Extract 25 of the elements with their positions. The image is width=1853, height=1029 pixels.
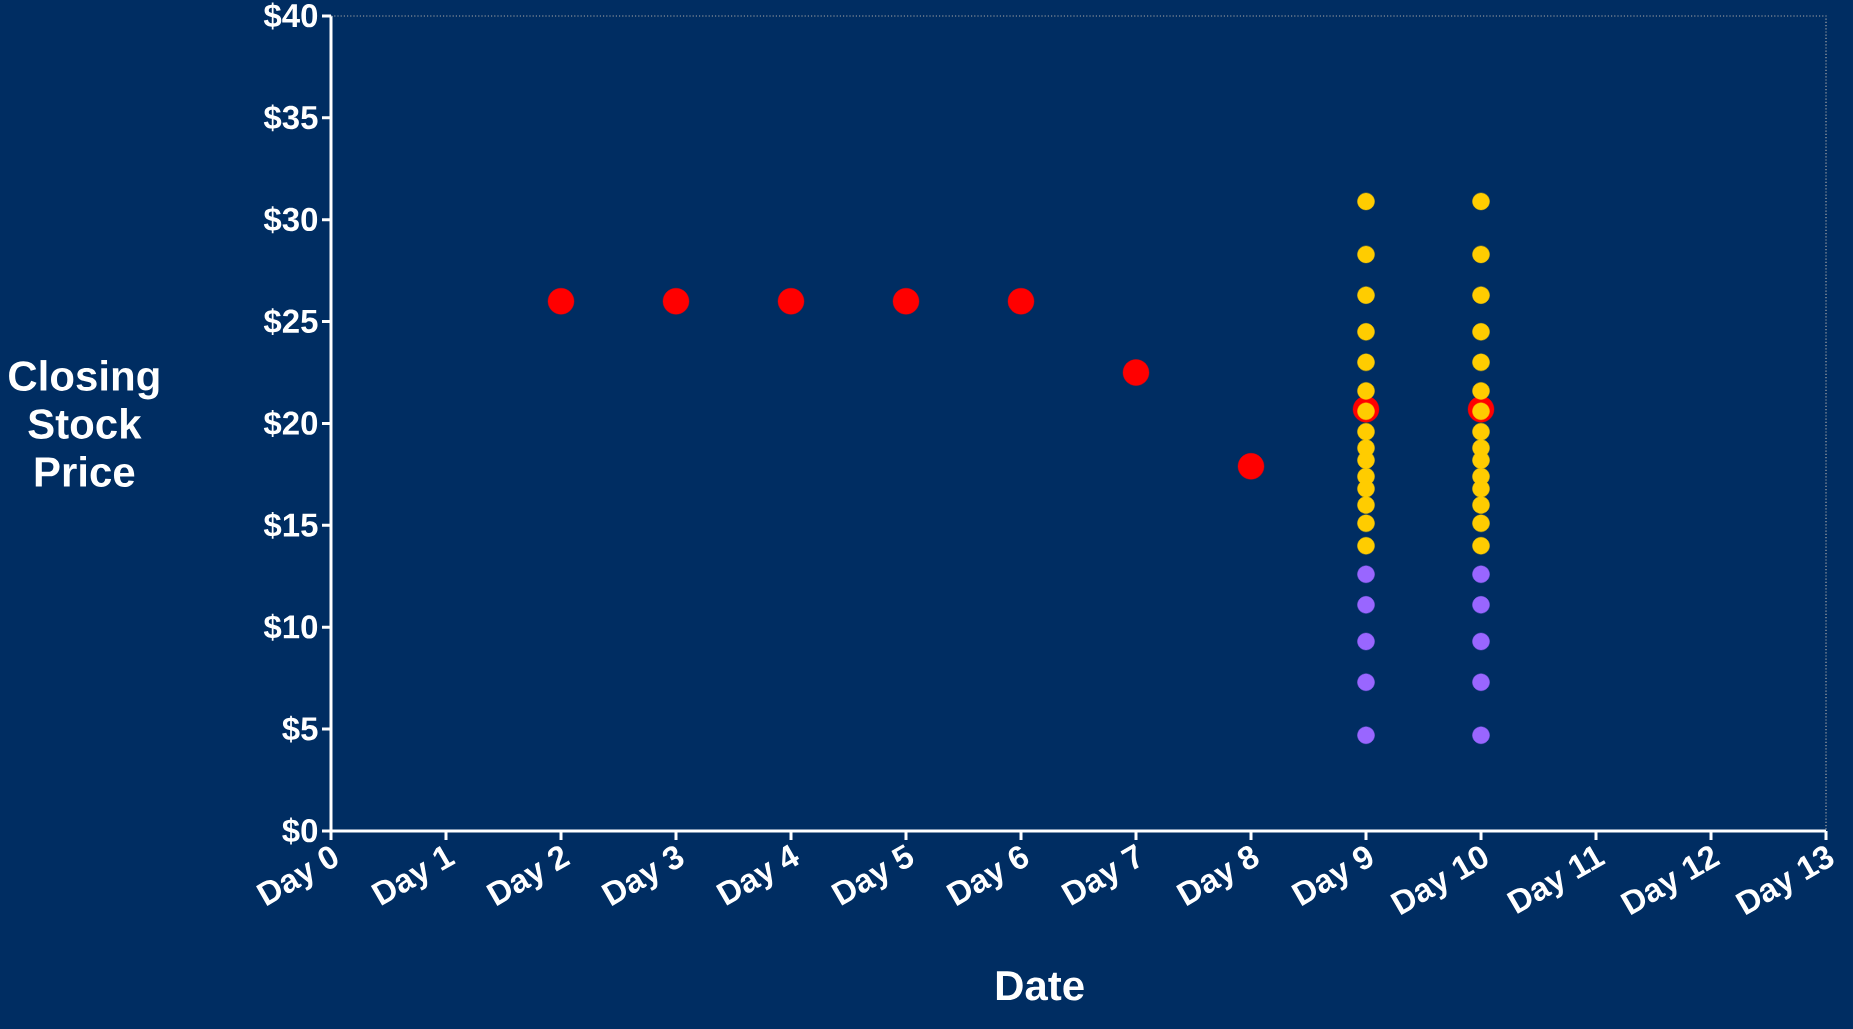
y-tick-label: $5: [282, 715, 318, 743]
x-tick-label: Day 12: [1620, 846, 1721, 916]
x-tick-label: Day 9: [1291, 846, 1373, 906]
x-tick-label: Day 4: [715, 844, 800, 906]
y-tick-label: $15: [263, 511, 318, 539]
x-tick-label: Day 13: [1735, 846, 1834, 916]
y-tick-label: $35: [263, 104, 318, 132]
y-tick-label: $20: [263, 410, 318, 437]
x-tick-label: Day 5: [830, 844, 914, 906]
x-tick-label: Day 10: [1390, 846, 1488, 916]
x-tick-label: Day 8: [1176, 846, 1259, 906]
x-axis-title: Date: [996, 971, 1084, 1001]
y-tick-label: $0: [282, 817, 318, 845]
x-tick-label: Day 1: [370, 846, 456, 906]
x-tick-label: Day 6: [946, 846, 1029, 906]
y-axis-title: Closing Stock Price: [9, 360, 159, 487]
x-tick-label: Day 0: [256, 846, 338, 906]
y-tick-label: $25: [263, 308, 318, 336]
x-tick-label: Day 11: [1506, 846, 1606, 914]
x-tick-label: Day 7: [1060, 843, 1139, 906]
y-tick-label: $40: [263, 2, 318, 30]
x-tick-label: Day 2: [486, 846, 571, 906]
y-tick-label: $10: [263, 613, 318, 641]
x-tick-label: Day 3: [601, 846, 684, 906]
y-tick-label: $30: [263, 206, 318, 234]
